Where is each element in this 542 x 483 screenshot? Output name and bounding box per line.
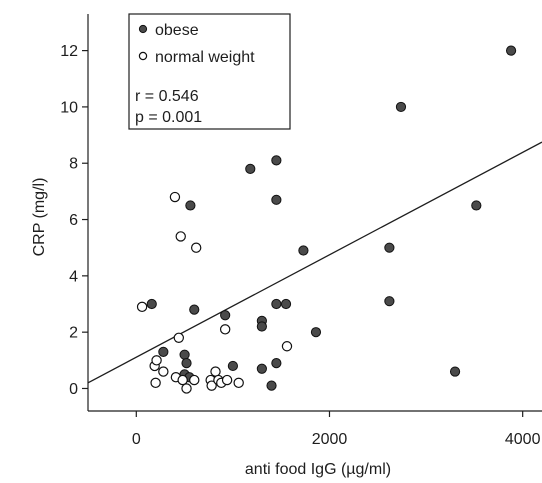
data-point-obese bbox=[179, 349, 190, 360]
legend-marker-normal-weight bbox=[138, 51, 148, 61]
y-tick-label: 8 bbox=[69, 156, 78, 173]
data-point-obese bbox=[189, 304, 200, 315]
data-point-obese bbox=[266, 380, 277, 391]
y-axis-title: CRP (mg/l) bbox=[31, 178, 48, 257]
data-point-obese bbox=[158, 346, 169, 357]
data-point-obese bbox=[181, 358, 192, 369]
stats-r-value: r = 0.546 bbox=[135, 88, 199, 105]
x-tick-label: 0 bbox=[132, 431, 141, 448]
y-tick-label: 4 bbox=[69, 268, 78, 285]
data-points-group bbox=[136, 45, 517, 394]
data-point-obese bbox=[298, 245, 309, 256]
data-point-normal-weight bbox=[158, 366, 169, 377]
legend-label-obese: obese bbox=[155, 22, 199, 39]
data-point-obese bbox=[395, 101, 407, 113]
data-point-normal-weight bbox=[189, 374, 200, 386]
data-point-obese bbox=[271, 155, 282, 166]
data-point-normal-weight bbox=[177, 374, 188, 386]
regression-line-group bbox=[87, 141, 542, 384]
legend-box bbox=[128, 13, 291, 130]
y-tick-label: 12 bbox=[60, 43, 78, 60]
y-tick-label: 6 bbox=[69, 212, 78, 229]
stats-p-value: p = 0.001 bbox=[135, 109, 202, 126]
data-point-obese bbox=[271, 298, 282, 310]
axes-group bbox=[87, 14, 542, 412]
data-point-obese bbox=[227, 360, 238, 372]
y-ticks-group: 0 2 4 6 8 10 12 bbox=[60, 43, 88, 398]
x-tick-label: 2000 bbox=[312, 431, 348, 448]
y-tick-label: 0 bbox=[69, 381, 78, 398]
data-point-normal-weight bbox=[173, 332, 184, 343]
data-point-obese bbox=[245, 163, 256, 174]
data-point-normal-weight bbox=[181, 383, 192, 394]
data-point-normal-weight bbox=[221, 374, 233, 386]
data-point-normal-weight bbox=[150, 377, 161, 389]
data-point-obese bbox=[505, 45, 517, 56]
y-tick-label: 10 bbox=[60, 99, 78, 116]
data-point-obese bbox=[471, 200, 482, 211]
x-ticks-group: 0 2000 4000 bbox=[132, 411, 541, 448]
data-point-normal-weight bbox=[175, 231, 186, 242]
x-axis-title: anti food IgG (µg/ml) bbox=[245, 461, 391, 478]
data-point-normal-weight bbox=[136, 301, 148, 313]
x-tick-label: 4000 bbox=[505, 431, 541, 448]
data-point-normal-weight bbox=[281, 341, 293, 352]
data-point-normal-weight bbox=[233, 377, 244, 389]
regression-line bbox=[87, 141, 542, 384]
legend: obese normal weight r = 0.546 p = 0.001 bbox=[128, 13, 291, 130]
y-tick-label: 2 bbox=[69, 325, 78, 342]
legend-marker-obese bbox=[138, 24, 148, 34]
data-point-obese bbox=[271, 194, 282, 205]
data-point-obese bbox=[271, 358, 282, 369]
data-point-obese bbox=[310, 327, 322, 338]
data-point-obese bbox=[146, 298, 157, 310]
data-point-normal-weight bbox=[210, 366, 221, 377]
data-point-obese bbox=[384, 296, 395, 307]
data-point-obese bbox=[256, 363, 267, 374]
data-point-normal-weight bbox=[151, 355, 162, 366]
data-point-normal-weight bbox=[206, 380, 217, 391]
data-point-normal-weight bbox=[190, 242, 202, 253]
data-point-obese bbox=[256, 321, 267, 332]
data-point-obese bbox=[384, 242, 395, 253]
data-point-obese bbox=[280, 298, 292, 310]
data-point-obese bbox=[449, 366, 461, 377]
data-point-obese bbox=[220, 310, 231, 321]
data-point-normal-weight bbox=[169, 191, 181, 203]
data-point-obese bbox=[185, 200, 196, 211]
legend-label-normal-weight: normal weight bbox=[155, 49, 255, 66]
data-point-normal-weight bbox=[219, 324, 231, 335]
